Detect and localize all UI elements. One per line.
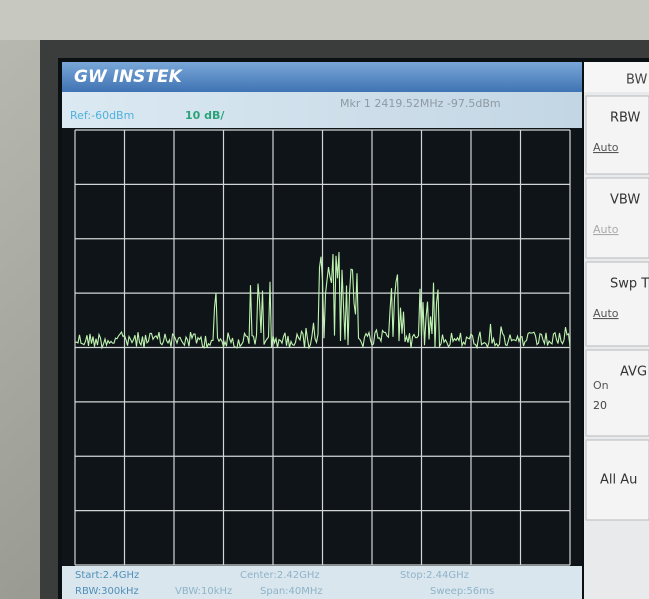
vbw: VBW:10kHz xyxy=(175,586,232,597)
menu-label: AVG xyxy=(620,365,647,380)
photo: GW INSTEK Ref:-60dBm 10 dB/ Mkr 1 2419.5… xyxy=(0,0,649,599)
menu-value: Auto xyxy=(593,223,619,236)
menu-label: All Au xyxy=(600,473,637,488)
menu-label: RBW xyxy=(610,111,640,126)
menu-label: Swp T xyxy=(610,277,649,292)
scale: 10 dB/ xyxy=(185,109,225,122)
span: Span:40MHz xyxy=(260,586,323,597)
menu-value: Auto xyxy=(593,141,619,154)
rbw: RBW:300kHz xyxy=(75,586,139,597)
marker-readout: Mkr 1 2419.52MHz -97.5dBm xyxy=(340,97,501,110)
menu-value: Auto xyxy=(593,307,619,320)
menu-button[interactable] xyxy=(586,178,649,258)
sweep-time: Sweep:56ms xyxy=(430,586,494,597)
page: GW INSTEK Ref:-60dBm 10 dB/ Mkr 1 2419.5… xyxy=(0,0,649,599)
menu-label: VBW xyxy=(610,193,640,208)
ref-level: Ref:-60dBm xyxy=(70,109,134,122)
wall-top xyxy=(0,0,649,40)
menu-button[interactable] xyxy=(586,350,649,436)
start-freq: Start:2.4GHz xyxy=(75,570,139,581)
menu-extra: 20 xyxy=(593,399,607,412)
menu-items: RBW Auto VBW Auto Swp T Auto AVG On 20 All Au xyxy=(586,96,649,520)
menu-button[interactable] xyxy=(586,262,649,346)
stop-freq: Stop:2.44GHz xyxy=(400,570,469,581)
status-strip xyxy=(62,92,582,128)
logo: GW INSTEK xyxy=(74,67,184,87)
menu-button[interactable] xyxy=(586,96,649,174)
menu-value: On xyxy=(593,379,609,392)
center-freq: Center:2.42GHz xyxy=(240,570,320,581)
menu-title: BW xyxy=(626,73,647,88)
